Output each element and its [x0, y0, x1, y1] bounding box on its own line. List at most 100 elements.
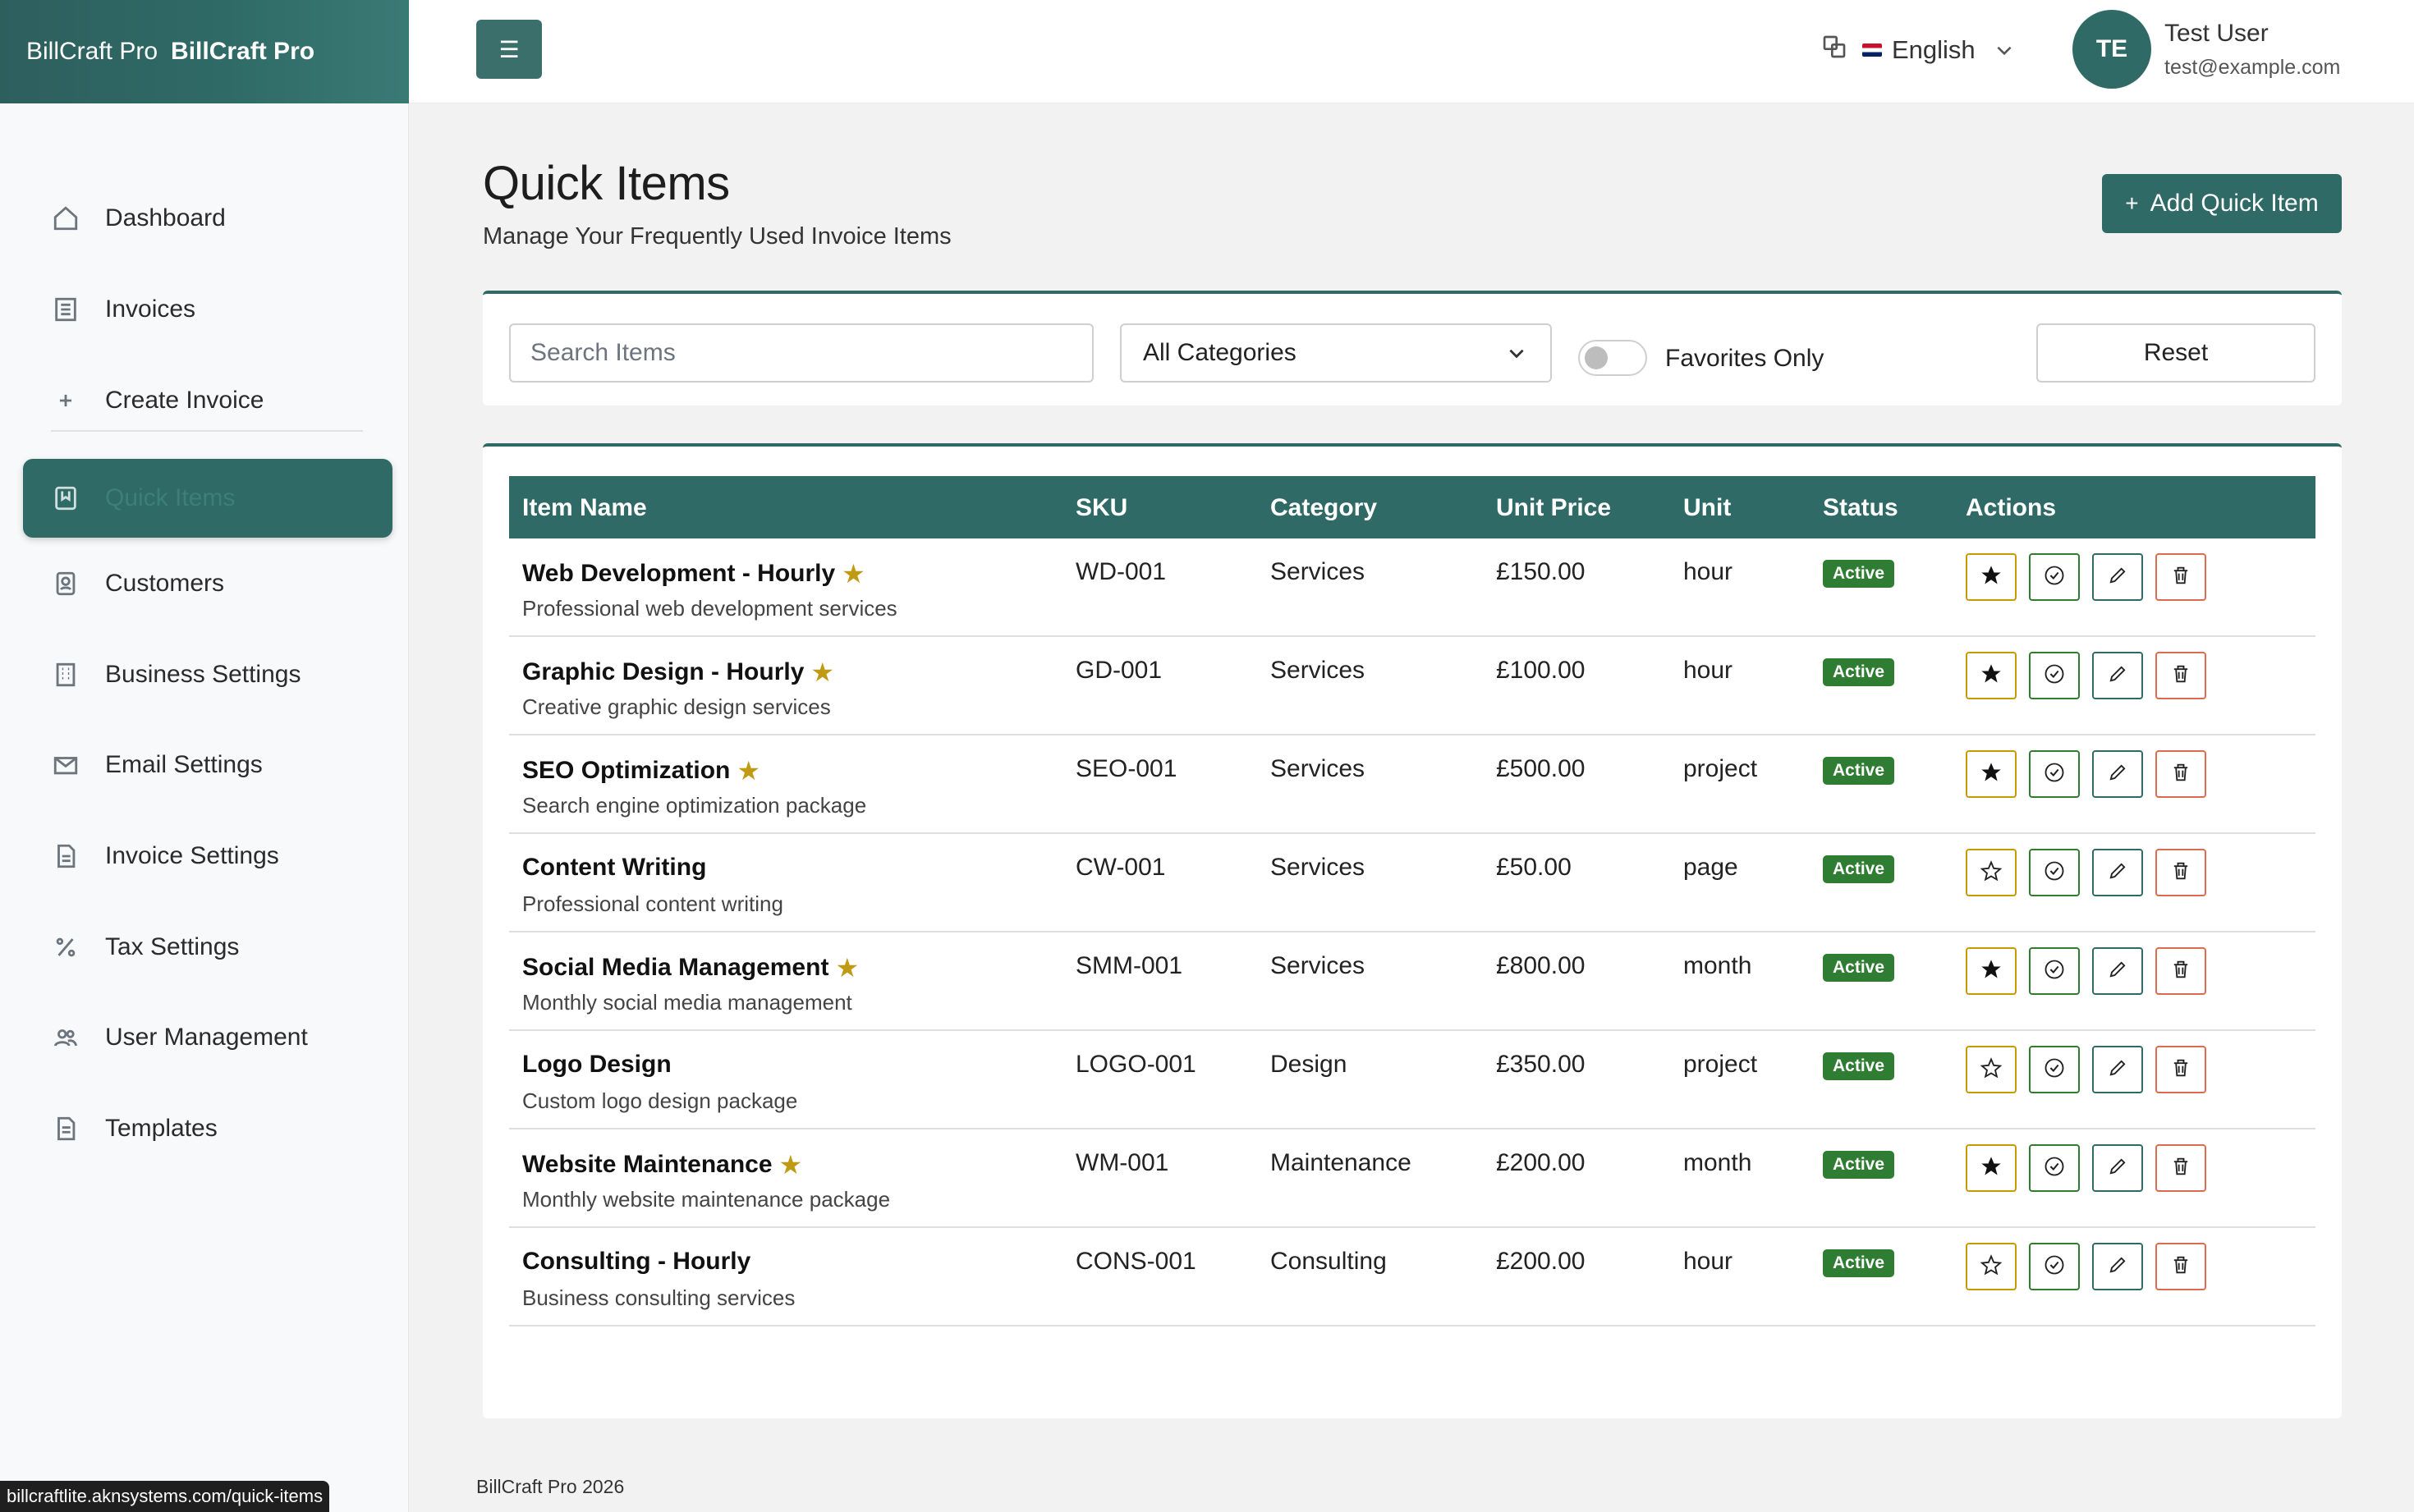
star-filled-icon: [1980, 564, 2003, 591]
edit-button[interactable]: [2092, 1144, 2143, 1192]
sidebar-item-label: Invoice Settings: [105, 842, 279, 869]
item-category: Design: [1270, 1051, 1347, 1078]
column-header[interactable]: Category: [1270, 494, 1378, 521]
column-header[interactable]: Status: [1823, 494, 1898, 521]
reset-button[interactable]: Reset: [2036, 323, 2315, 383]
delete-button[interactable]: [2155, 1046, 2206, 1093]
item-name[interactable]: Logo Design: [522, 1051, 672, 1079]
item-name[interactable]: Web Development - Hourly ★: [522, 558, 865, 589]
item-name[interactable]: SEO Optimization ★: [522, 755, 760, 786]
edit-button[interactable]: [2092, 849, 2143, 896]
sidebar-item-invoices[interactable]: Invoices: [23, 270, 392, 349]
add-quick-item-button[interactable]: + Add Quick Item: [2102, 174, 2342, 233]
item-description: Professional content writing: [522, 891, 783, 916]
chevron-down-icon: [1509, 349, 1524, 359]
chevron-down-icon: [1997, 46, 2012, 56]
trash-icon: [2169, 1253, 2192, 1281]
footer-text: BillCraft Pro 2026: [476, 1476, 625, 1497]
toggle-favorite-button[interactable]: [1966, 1046, 2017, 1093]
item-name[interactable]: Graphic Design - Hourly ★: [522, 657, 834, 688]
item-name[interactable]: Social Media Management ★: [522, 952, 859, 983]
edit-button[interactable]: [2092, 947, 2143, 995]
column-header[interactable]: Unit: [1683, 494, 1732, 521]
sidebar-item-templates[interactable]: Templates: [23, 1089, 392, 1168]
category-select-value: All Categories: [1143, 339, 1296, 366]
search-input[interactable]: [509, 323, 1094, 383]
column-header[interactable]: Item Name: [522, 494, 647, 521]
sidebar-item-label: Customers: [105, 570, 225, 597]
item-name[interactable]: Content Writing: [522, 854, 706, 882]
favorites-toggle[interactable]: [1578, 340, 1647, 376]
item-sku: WD-001: [1076, 558, 1167, 585]
sidebar-item-tax-settings[interactable]: Tax Settings: [23, 908, 392, 987]
edit-button[interactable]: [2092, 652, 2143, 699]
sidebar-item-label: Business Settings: [105, 661, 301, 688]
toggle-status-button[interactable]: [2029, 1243, 2080, 1290]
toggle-favorite-button[interactable]: [1966, 750, 2017, 798]
table-row: Web Development - Hourly ★ Professional we…: [509, 538, 2315, 637]
toggle-favorite-button[interactable]: [1966, 652, 2017, 699]
sidebar-item-user-management[interactable]: User Management: [23, 998, 392, 1077]
toggle-favorite-button[interactable]: [1966, 1243, 2017, 1290]
toggle-status-button[interactable]: [2029, 849, 2080, 896]
topbar: ☰ English TE Test User test@example.com: [409, 0, 2414, 103]
item-category: Services: [1270, 558, 1365, 585]
user-name[interactable]: Test User: [2164, 20, 2269, 47]
menu-toggle-button[interactable]: ☰: [476, 20, 542, 79]
item-name-text: Graphic Design - Hourly: [522, 658, 805, 685]
avatar[interactable]: TE: [2072, 10, 2151, 89]
toggle-status-button[interactable]: [2029, 1046, 2080, 1093]
toggle-status-button[interactable]: [2029, 652, 2080, 699]
item-name-text: Consulting - Hourly: [522, 1248, 751, 1275]
delete-button[interactable]: [2155, 1243, 2206, 1290]
sidebar-item-quick-items[interactable]: Quick Items: [23, 459, 392, 538]
toggle-status-button[interactable]: [2029, 1144, 2080, 1192]
delete-button[interactable]: [2155, 750, 2206, 798]
edit-button[interactable]: [2092, 1243, 2143, 1290]
table-row: Content Writing Professional content writ…: [509, 834, 2315, 932]
item-unit-price: £200.00: [1496, 1149, 1586, 1176]
item-description: Creative graphic design services: [522, 694, 831, 719]
delete-button[interactable]: [2155, 553, 2206, 601]
status-badge: Active: [1823, 954, 1895, 982]
item-unit: month: [1683, 952, 1752, 979]
sidebar-item-create-invoice[interactable]: Create Invoice: [23, 361, 392, 440]
edit-button[interactable]: [2092, 1046, 2143, 1093]
item-sku: CONS-001: [1076, 1248, 1196, 1275]
item-unit: project: [1683, 755, 1758, 782]
item-description: Custom logo design package: [522, 1088, 798, 1113]
toggle-favorite-button[interactable]: [1966, 1144, 2017, 1192]
toggle-status-button[interactable]: [2029, 750, 2080, 798]
language-selector[interactable]: English: [1821, 30, 2015, 71]
column-header[interactable]: SKU: [1076, 494, 1128, 521]
toggle-favorite-button[interactable]: [1966, 849, 2017, 896]
sidebar-item-dashboard[interactable]: Dashboard: [23, 179, 392, 258]
edit-button[interactable]: [2092, 553, 2143, 601]
delete-button[interactable]: [2155, 849, 2206, 896]
edit-button[interactable]: [2092, 750, 2143, 798]
delete-button[interactable]: [2155, 652, 2206, 699]
plus-icon: +: [2125, 190, 2139, 216]
sidebar-item-invoice-settings[interactable]: Invoice Settings: [23, 817, 392, 896]
delete-button[interactable]: [2155, 1144, 2206, 1192]
trash-icon: [2169, 859, 2192, 887]
toggle-status-button[interactable]: [2029, 947, 2080, 995]
toggle-status-button[interactable]: [2029, 553, 2080, 601]
sidebar-item-label: Quick Items: [105, 484, 236, 511]
sidebar-item-business-settings[interactable]: Business Settings: [23, 635, 392, 714]
status-bar-url: billcraftlite.aknsystems.com/quick-items: [0, 1481, 330, 1512]
column-header[interactable]: Unit Price: [1496, 494, 1612, 521]
brand-header[interactable]: BillCraft Pro BillCraft Pro: [0, 0, 409, 103]
people-icon: [51, 1023, 80, 1052]
toggle-favorite-button[interactable]: [1966, 947, 2017, 995]
favorite-star-icon: ★: [778, 1150, 803, 1180]
toggle-favorite-button[interactable]: [1966, 553, 2017, 601]
item-name[interactable]: Website Maintenance ★: [522, 1149, 802, 1180]
language-label: English: [1892, 35, 1976, 64]
plus-icon: [51, 386, 80, 415]
sidebar-item-customers[interactable]: Customers: [23, 544, 392, 623]
sidebar-item-email-settings[interactable]: Email Settings: [23, 726, 392, 804]
delete-button[interactable]: [2155, 947, 2206, 995]
category-select[interactable]: All Categories: [1120, 323, 1552, 383]
item-name[interactable]: Consulting - Hourly: [522, 1248, 750, 1276]
